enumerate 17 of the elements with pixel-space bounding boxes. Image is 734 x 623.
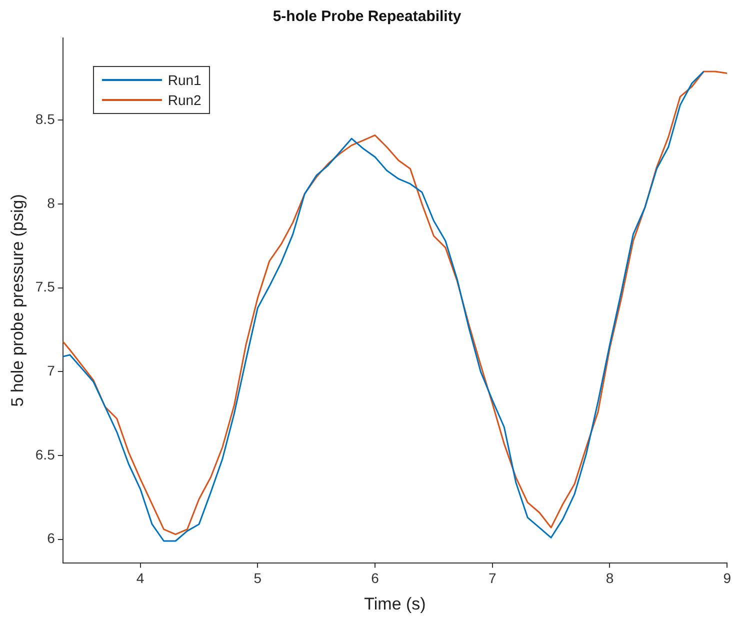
- y-axis-title: 5 hole probe pressure (psig): [8, 194, 27, 407]
- x-tick-label: 8: [606, 570, 614, 586]
- x-axis-title: Time (s): [364, 594, 426, 614]
- legend-label: Run1: [168, 71, 202, 90]
- x-tick-label: 9: [723, 570, 732, 586]
- y-tick-label: 6.5: [35, 446, 56, 462]
- legend-label: Run2: [168, 91, 202, 110]
- x-tick-label: 7: [488, 570, 496, 586]
- x-tick-label: 6: [371, 570, 380, 586]
- y-tick-label: 7.5: [35, 278, 56, 295]
- y-tick-label: 8.5: [35, 111, 56, 128]
- chart-title: 5-hole Probe Repeatability: [272, 8, 462, 26]
- y-tick-label: 6: [47, 530, 56, 546]
- x-tick-label: 4: [136, 570, 144, 586]
- y-tick-label: 7: [47, 362, 56, 379]
- x-tick-label: 5: [254, 570, 262, 586]
- y-tick-label: 8: [47, 194, 56, 211]
